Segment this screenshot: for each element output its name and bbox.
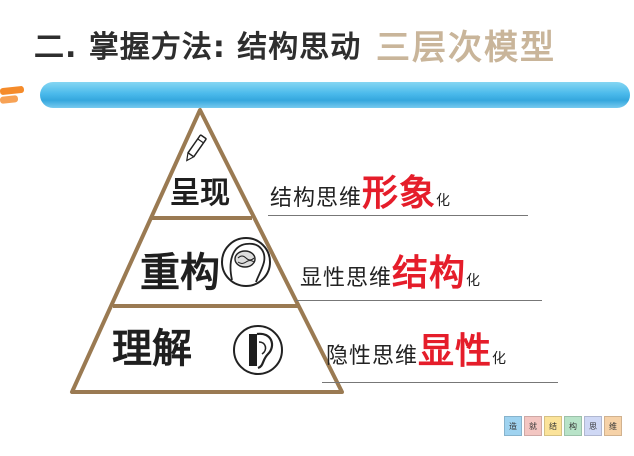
tier-label-understand: 理解 bbox=[112, 326, 192, 372]
statement-underline-1 bbox=[268, 215, 528, 216]
tier-label-present: 呈现 bbox=[170, 176, 230, 211]
statement-prefix: 结构思维 bbox=[270, 186, 363, 211]
pyramid-outline bbox=[70, 108, 344, 394]
statement-suffix: 化 bbox=[436, 193, 451, 209]
ear-icon bbox=[233, 325, 283, 375]
logo-block: 维 bbox=[604, 416, 622, 436]
pen-icon bbox=[186, 134, 207, 162]
slide-title: 二. 掌握方法: 结构思动 bbox=[34, 30, 362, 65]
statement-highlight: 形象 bbox=[362, 173, 437, 214]
brain-head-icon bbox=[221, 237, 271, 287]
brand-logo: 造 就 结 构 思 维 bbox=[504, 416, 622, 436]
statement-highlight: 显性 bbox=[418, 331, 493, 372]
statement-suffix: 化 bbox=[492, 351, 507, 367]
statement-row-1: 结构思维形象化 bbox=[270, 164, 450, 216]
statement-prefix: 隐性思维 bbox=[326, 344, 419, 369]
statement-underline-3 bbox=[322, 382, 558, 383]
statement-row-3: 隐性思维显性化 bbox=[326, 322, 506, 374]
logo-block: 就 bbox=[524, 416, 542, 436]
statement-suffix: 化 bbox=[466, 273, 481, 289]
logo-block: 造 bbox=[504, 416, 522, 436]
logo-block: 结 bbox=[544, 416, 562, 436]
tier-label-reconstruct: 重构 bbox=[140, 250, 220, 296]
slide-header: 二. 掌握方法: 结构思动 三层次模型 bbox=[34, 18, 594, 74]
logo-block: 思 bbox=[584, 416, 602, 436]
statement-highlight: 结构 bbox=[392, 253, 467, 294]
statement-underline-2 bbox=[296, 300, 542, 301]
slide-title-model: 三层次模型 bbox=[376, 28, 556, 68]
logo-block: 构 bbox=[564, 416, 582, 436]
blue-brush-stroke bbox=[40, 82, 630, 108]
statement-prefix: 显性思维 bbox=[300, 266, 393, 291]
statement-row-2: 显性思维结构化 bbox=[300, 244, 480, 296]
